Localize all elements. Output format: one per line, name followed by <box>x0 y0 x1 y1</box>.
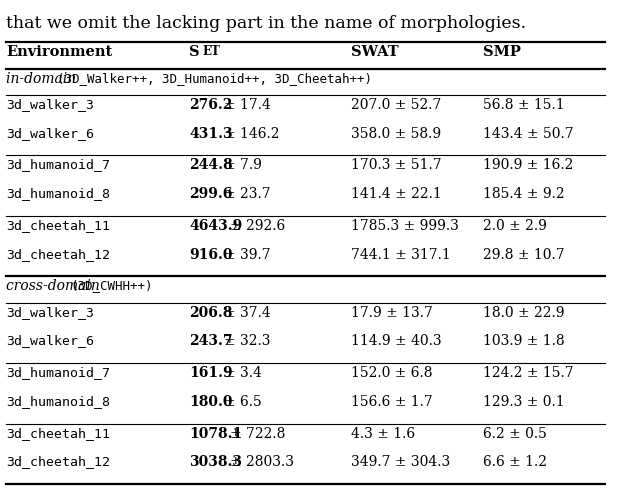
Text: 17.9 ± 13.7: 17.9 ± 13.7 <box>351 306 433 320</box>
Text: 2.0 ± 2.9: 2.0 ± 2.9 <box>483 219 547 233</box>
Text: 156.6 ± 1.7: 156.6 ± 1.7 <box>351 395 433 409</box>
Text: Environment: Environment <box>6 45 113 59</box>
Text: 124.2 ± 15.7: 124.2 ± 15.7 <box>483 366 573 380</box>
Text: cross-domain: cross-domain <box>6 279 104 293</box>
Text: 358.0 ± 58.9: 358.0 ± 58.9 <box>351 127 442 141</box>
Text: 3d_cheetah_11: 3d_cheetah_11 <box>6 427 110 440</box>
Text: ± 292.6: ± 292.6 <box>230 219 285 233</box>
Text: 244.8: 244.8 <box>189 158 233 172</box>
Text: SWAT: SWAT <box>351 45 399 59</box>
Text: 152.0 ± 6.8: 152.0 ± 6.8 <box>351 366 433 380</box>
Text: in-domain: in-domain <box>6 72 81 86</box>
Text: 4643.9: 4643.9 <box>189 219 243 233</box>
Text: 3d_humanoid_8: 3d_humanoid_8 <box>6 395 110 408</box>
Text: 6.2 ± 0.5: 6.2 ± 0.5 <box>483 427 547 441</box>
Text: 129.3 ± 0.1: 129.3 ± 0.1 <box>483 395 564 409</box>
Text: 744.1 ± 317.1: 744.1 ± 317.1 <box>351 248 451 261</box>
Text: 243.7: 243.7 <box>189 335 233 348</box>
Text: 3d_cheetah_12: 3d_cheetah_12 <box>6 248 110 260</box>
Text: 6.6 ± 1.2: 6.6 ± 1.2 <box>483 455 547 469</box>
Text: 4.3 ± 1.6: 4.3 ± 1.6 <box>351 427 415 441</box>
Text: ± 6.5: ± 6.5 <box>223 395 261 409</box>
Text: (3D_CWHH++): (3D_CWHH++) <box>70 279 153 292</box>
Text: 141.4 ± 22.1: 141.4 ± 22.1 <box>351 187 442 201</box>
Text: 3d_cheetah_11: 3d_cheetah_11 <box>6 219 110 232</box>
Text: 207.0 ± 52.7: 207.0 ± 52.7 <box>351 98 442 112</box>
Text: ± 23.7: ± 23.7 <box>223 187 270 201</box>
Text: ± 2803.3: ± 2803.3 <box>230 455 294 469</box>
Text: ± 32.3: ± 32.3 <box>223 335 270 348</box>
Text: 3d_humanoid_8: 3d_humanoid_8 <box>6 187 110 200</box>
Text: 143.4 ± 50.7: 143.4 ± 50.7 <box>483 127 573 141</box>
Text: 161.9: 161.9 <box>189 366 233 380</box>
Text: 114.9 ± 40.3: 114.9 ± 40.3 <box>351 335 442 348</box>
Text: 3d_humanoid_7: 3d_humanoid_7 <box>6 158 110 171</box>
Text: 1785.3 ± 999.3: 1785.3 ± 999.3 <box>351 219 459 233</box>
Text: 3d_walker_3: 3d_walker_3 <box>6 98 94 111</box>
Text: 18.0 ± 22.9: 18.0 ± 22.9 <box>483 306 564 320</box>
Text: 3d_humanoid_7: 3d_humanoid_7 <box>6 366 110 379</box>
Text: 431.3: 431.3 <box>189 127 233 141</box>
Text: 56.8 ± 15.1: 56.8 ± 15.1 <box>483 98 564 112</box>
Text: 1078.1: 1078.1 <box>189 427 243 441</box>
Text: 190.9 ± 16.2: 190.9 ± 16.2 <box>483 158 573 172</box>
Text: ± 7.9: ± 7.9 <box>223 158 262 172</box>
Text: ET: ET <box>203 45 221 58</box>
Text: 103.9 ± 1.8: 103.9 ± 1.8 <box>483 335 564 348</box>
Text: ± 3.4: ± 3.4 <box>223 366 262 380</box>
Text: 299.6: 299.6 <box>189 187 233 201</box>
Text: ± 39.7: ± 39.7 <box>223 248 270 261</box>
Text: 349.7 ± 304.3: 349.7 ± 304.3 <box>351 455 451 469</box>
Text: S: S <box>189 45 200 59</box>
Text: 185.4 ± 9.2: 185.4 ± 9.2 <box>483 187 564 201</box>
Text: 276.2: 276.2 <box>189 98 233 112</box>
Text: 3d_walker_6: 3d_walker_6 <box>6 127 94 140</box>
Text: ± 17.4: ± 17.4 <box>223 98 271 112</box>
Text: ± 37.4: ± 37.4 <box>223 306 270 320</box>
Text: ± 146.2: ± 146.2 <box>223 127 279 141</box>
Text: 916.0: 916.0 <box>189 248 233 261</box>
Text: 206.8: 206.8 <box>189 306 233 320</box>
Text: 170.3 ± 51.7: 170.3 ± 51.7 <box>351 158 442 172</box>
Text: 29.8 ± 10.7: 29.8 ± 10.7 <box>483 248 564 261</box>
Text: SMP: SMP <box>483 45 520 59</box>
Text: 3d_walker_3: 3d_walker_3 <box>6 306 94 319</box>
Text: 3038.3: 3038.3 <box>189 455 243 469</box>
Text: 3d_walker_6: 3d_walker_6 <box>6 335 94 347</box>
Text: 3d_cheetah_12: 3d_cheetah_12 <box>6 455 110 468</box>
Text: ± 722.8: ± 722.8 <box>230 427 285 441</box>
Text: (3D_Walker++, 3D_Humanoid++, 3D_Cheetah++): (3D_Walker++, 3D_Humanoid++, 3D_Cheetah+… <box>57 72 372 85</box>
Text: 180.0: 180.0 <box>189 395 233 409</box>
Text: that we omit the lacking part in the name of morphologies.: that we omit the lacking part in the nam… <box>6 15 526 32</box>
